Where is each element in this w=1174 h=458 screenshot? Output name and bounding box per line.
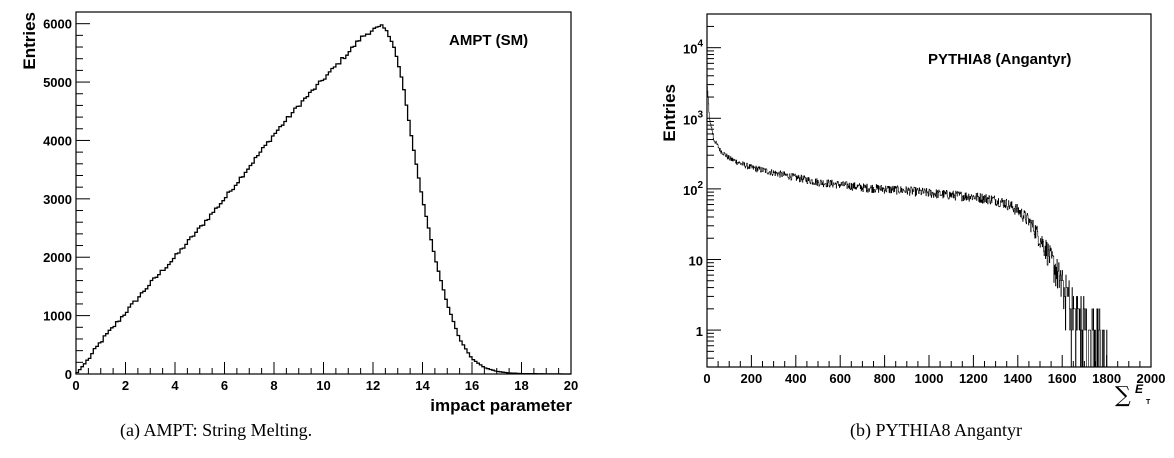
y-tick-label: 103 — [683, 109, 703, 127]
x-axis-var: E — [1135, 382, 1144, 396]
y-tick-label: 6000 — [43, 17, 72, 32]
y-tick-label: 1 — [696, 324, 703, 339]
sum-symbol: ∑ — [1115, 383, 1131, 408]
x-axis: 0 2 4 6 8 10 12 14 16 18 20 — [72, 362, 578, 393]
x-tick-label: 0 — [72, 378, 79, 393]
y-tick-label: 0 — [65, 367, 72, 382]
x-axis-title: impact parameter — [430, 396, 572, 415]
plot-label: PYTHIA8 (Angantyr) — [928, 51, 1071, 68]
histogram-line — [75, 24, 571, 375]
histogram-bins — [706, 86, 1109, 368]
x-tick-label: 16 — [465, 378, 479, 393]
y-tick-label: 104 — [683, 39, 703, 57]
x-tick-label: 14 — [415, 378, 430, 393]
y-axis-title: Entries — [660, 84, 679, 142]
y-tick-label: 102 — [683, 180, 703, 198]
histogram-ampt: 0 1000 2000 3000 4000 5000 6000 0 2 4 6 8 10 12 14 16 1… — [20, 11, 578, 415]
x-tick-label: 2000 — [1137, 371, 1166, 386]
x-tick-label: 1600 — [1048, 371, 1077, 386]
x-tick-label: 1000 — [915, 371, 944, 386]
x-tick-label: 1200 — [959, 371, 988, 386]
x-tick-label: 8 — [270, 378, 277, 393]
histogram-line — [706, 86, 1109, 368]
x-tick-label: 600 — [829, 371, 851, 386]
x-tick-label: 0 — [703, 371, 710, 386]
plot-label: AMPT (SM) — [449, 32, 528, 49]
x-tick-label: 800 — [874, 371, 896, 386]
y-tick-label: 2000 — [43, 250, 72, 265]
y-axis: 0 1000 2000 3000 4000 5000 6000 — [43, 11, 90, 382]
x-tick-label: 10 — [316, 378, 330, 393]
x-tick-label: 200 — [741, 371, 763, 386]
x-tick-label: 20 — [564, 378, 578, 393]
y-tick-label: 5000 — [43, 75, 72, 90]
chart-panel-b: 104 103 102 10 1 0 200 400 600 800 1000 1200 1400 16… — [590, 0, 1174, 458]
plot-frame — [75, 11, 572, 375]
x-tick-label: 1400 — [1003, 371, 1032, 386]
x-tick-label: 1800 — [1092, 371, 1121, 386]
y-axis-title: Entries — [20, 12, 39, 70]
y-tick-label: 10 — [689, 253, 703, 268]
x-tick-label: 18 — [514, 378, 528, 393]
x-axis: 0 200 400 600 800 1000 1200 1400 1600 1800 2000 — [703, 355, 1165, 386]
x-tick-label: 12 — [366, 378, 380, 393]
x-tick-label: 6 — [221, 378, 228, 393]
x-axis-subscript: T — [1146, 399, 1151, 406]
caption: (a) AMPT: String Melting. — [120, 420, 313, 440]
x-tick-label: 2 — [122, 378, 129, 393]
y-tick-label: 1000 — [43, 309, 72, 324]
x-axis-title: ∑ E T — [1115, 382, 1151, 408]
x-tick-label: 400 — [785, 371, 807, 386]
caption: (b) PYTHIA8 Angantyr — [850, 420, 1022, 440]
chart-panel-a: 0 1000 2000 3000 4000 5000 6000 0 2 4 6 8 10 12 14 16 1… — [20, 11, 578, 440]
x-tick-label: 4 — [171, 378, 179, 393]
y-tick-label: 4000 — [43, 133, 72, 148]
y-tick-label: 3000 — [43, 192, 72, 207]
